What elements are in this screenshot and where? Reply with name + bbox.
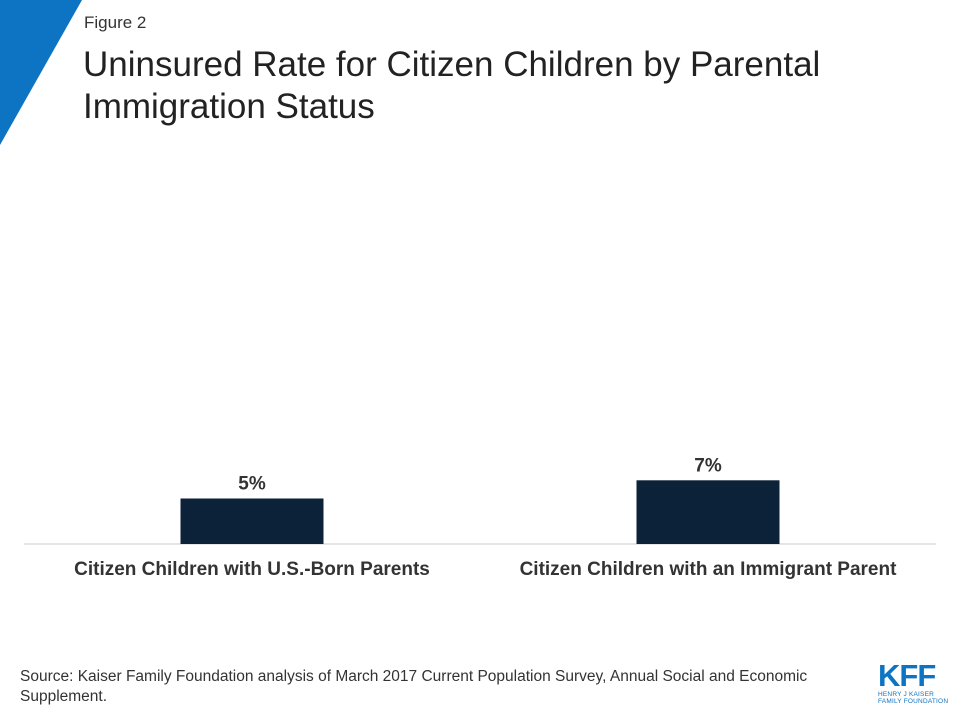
logo-mark: KFF: [878, 658, 936, 693]
category-label-2: Citizen Children with an Immigrant Paren…: [520, 559, 898, 580]
data-label-1: 5%: [238, 474, 266, 495]
source-note: Source: Kaiser Family Foundation analysi…: [20, 668, 808, 705]
logo-line-1: HENRY J KAISER: [878, 691, 935, 698]
bar-1: [180, 498, 324, 544]
figure-label: Figure 2: [84, 13, 147, 32]
data-label-2: 7%: [694, 455, 722, 476]
kff-logo: KFF HENRY J KAISER FAMILY FOUNDATION: [878, 658, 949, 705]
logo-line-2: FAMILY FOUNDATION: [878, 698, 949, 705]
corner-accent-triangle: [0, 0, 82, 145]
chart-title: Uninsured Rate for Citizen Children by P…: [83, 45, 821, 126]
bar-chart: 5% Citizen Children with U.S.-Born Parent…: [24, 455, 936, 580]
category-label-1: Citizen Children with U.S.-Born Parents: [74, 559, 430, 580]
bar-2: [636, 480, 780, 544]
